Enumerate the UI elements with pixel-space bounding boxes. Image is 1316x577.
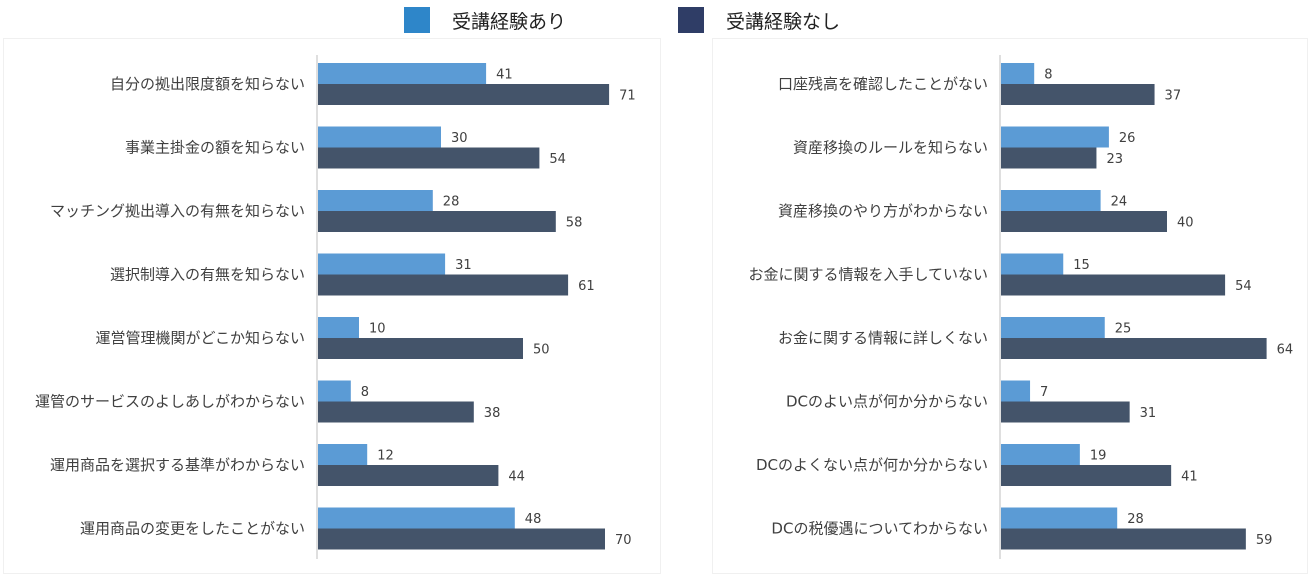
- legend-item-with-training: 受講経験あり: [404, 7, 567, 33]
- right-value-label: 59: [1256, 533, 1273, 548]
- right-category-label: 資産移換のルールを知らない: [793, 139, 988, 157]
- left-bar-without-training: [318, 84, 610, 105]
- right-value-label: 54: [1235, 279, 1252, 294]
- left-category-label: 運用商品を選択する基準がわからない: [50, 456, 305, 474]
- right-bar-without-training: [1001, 401, 1130, 423]
- left-value-label: 71: [619, 89, 636, 104]
- right-category-label: お金に関する情報を入手していない: [748, 266, 988, 284]
- left-value-label: 41: [496, 68, 513, 83]
- right-category-label: お金に関する情報に詳しくない: [778, 329, 988, 347]
- left-category-label: 自分の拠出限度額を知らない: [110, 75, 305, 93]
- left-bar-with-training: [318, 380, 351, 402]
- right-bar-without-training: [1001, 211, 1167, 232]
- left-bar-with-training: [318, 190, 433, 211]
- right-category-label: 口座残高を確認したことがない: [778, 75, 988, 93]
- left-bar-without-training: [318, 465, 499, 486]
- left-bar-without-training: [318, 211, 556, 232]
- left-value-label: 8: [361, 385, 369, 400]
- left-value-label: 50: [533, 343, 550, 358]
- right-bar-without-training: [1001, 84, 1155, 105]
- left-bar-without-training: [318, 338, 523, 359]
- left-bar-chart: 自分の拠出限度額を知らない 41 71 事業主掛金の額を知らない 30 54 マッチング拠出…: [35, 55, 636, 559]
- right-value-label: 37: [1165, 89, 1182, 104]
- left-value-label: 10: [369, 322, 386, 337]
- left-category-label: マッチング拠出導入の有無を知らない: [50, 202, 305, 220]
- left-chart-panel: 自分の拠出限度額を知らない 41 71 事業主掛金の額を知らない 30 54 マッチング拠出…: [3, 38, 661, 574]
- right-category-label: 資産移換のやり方がわからない: [778, 202, 988, 220]
- left-value-label: 38: [484, 406, 501, 421]
- left-bar-with-training: [318, 63, 487, 84]
- right-value-label: 41: [1181, 470, 1198, 485]
- right-category-label: DCのよくない点が何か分からない: [756, 456, 988, 474]
- right-bar-without-training: [1001, 465, 1172, 486]
- right-bar-with-training: [1001, 380, 1031, 402]
- right-value-label: 25: [1115, 322, 1132, 337]
- legend-label-without-training: 受講経験なし: [726, 10, 841, 33]
- left-value-label: 28: [443, 195, 460, 210]
- right-bar-with-training: [1001, 190, 1101, 211]
- right-value-label: 7: [1040, 385, 1048, 400]
- right-value-label: 8: [1044, 68, 1052, 83]
- right-bar-with-training: [1001, 63, 1035, 84]
- legend-item-without-training: 受講経験なし: [678, 7, 841, 33]
- legend: 受講経験あり 受講経験なし: [0, 0, 1316, 40]
- right-category-label: DCの税優遇についてわからない: [771, 520, 988, 538]
- right-value-label: 64: [1277, 343, 1294, 358]
- left-category-label: 選択制導入の有無を知らない: [110, 266, 305, 284]
- left-bar-with-training: [318, 507, 515, 529]
- left-bar-with-training: [318, 126, 441, 148]
- left-category-label: 運管のサービスのよしあしがわからない: [35, 393, 305, 411]
- right-bar-with-training: [1001, 317, 1105, 338]
- left-value-label: 30: [451, 131, 468, 146]
- left-value-label: 48: [525, 512, 542, 527]
- right-bar-without-training: [1001, 528, 1246, 550]
- right-value-label: 31: [1140, 406, 1157, 421]
- left-value-label: 12: [377, 449, 394, 464]
- right-bar-without-training: [1001, 147, 1097, 169]
- right-value-label: 40: [1177, 216, 1194, 231]
- right-bar-with-training: [1001, 253, 1064, 275]
- right-value-label: 28: [1127, 512, 1144, 527]
- left-bar-without-training: [318, 528, 605, 550]
- left-bar-without-training: [318, 147, 540, 169]
- right-category-label: DCのよい点が何か分からない: [786, 393, 988, 411]
- right-bar-chart: 口座残高を確認したことがない 8 37 資産移換のルールを知らない 26 23 資産移換のや…: [748, 55, 1294, 559]
- right-value-label: 15: [1073, 258, 1090, 273]
- right-bar-with-training: [1001, 126, 1109, 148]
- right-value-label: 19: [1090, 449, 1107, 464]
- left-value-label: 70: [615, 533, 632, 548]
- left-bar-with-training: [318, 444, 368, 465]
- left-bar-with-training: [318, 253, 446, 275]
- legend-swatch-with-training: [404, 7, 430, 33]
- left-bar-without-training: [318, 274, 569, 296]
- left-bar-without-training: [318, 401, 474, 423]
- right-value-label: 24: [1111, 195, 1128, 210]
- left-value-label: 44: [508, 470, 525, 485]
- right-value-label: 26: [1119, 131, 1136, 146]
- left-value-label: 58: [566, 216, 583, 231]
- legend-swatch-without-training: [678, 7, 704, 33]
- right-bar-with-training: [1001, 507, 1118, 529]
- right-chart-panel: 口座残高を確認したことがない 8 37 資産移換のルールを知らない 26 23 資産移換のや…: [712, 38, 1308, 574]
- left-category-label: 運営管理機関がどこか知らない: [95, 329, 305, 347]
- right-value-label: 23: [1106, 152, 1123, 167]
- left-value-label: 61: [578, 279, 595, 294]
- right-bar-without-training: [1001, 338, 1267, 359]
- right-bar-without-training: [1001, 274, 1226, 296]
- left-category-label: 運用商品の変更をしたことがない: [80, 520, 305, 538]
- right-bar-with-training: [1001, 444, 1080, 465]
- left-value-label: 31: [455, 258, 472, 273]
- left-bar-with-training: [318, 317, 359, 338]
- left-category-label: 事業主掛金の額を知らない: [125, 139, 305, 157]
- legend-label-with-training: 受講経験あり: [452, 10, 567, 33]
- left-value-label: 54: [549, 152, 566, 167]
